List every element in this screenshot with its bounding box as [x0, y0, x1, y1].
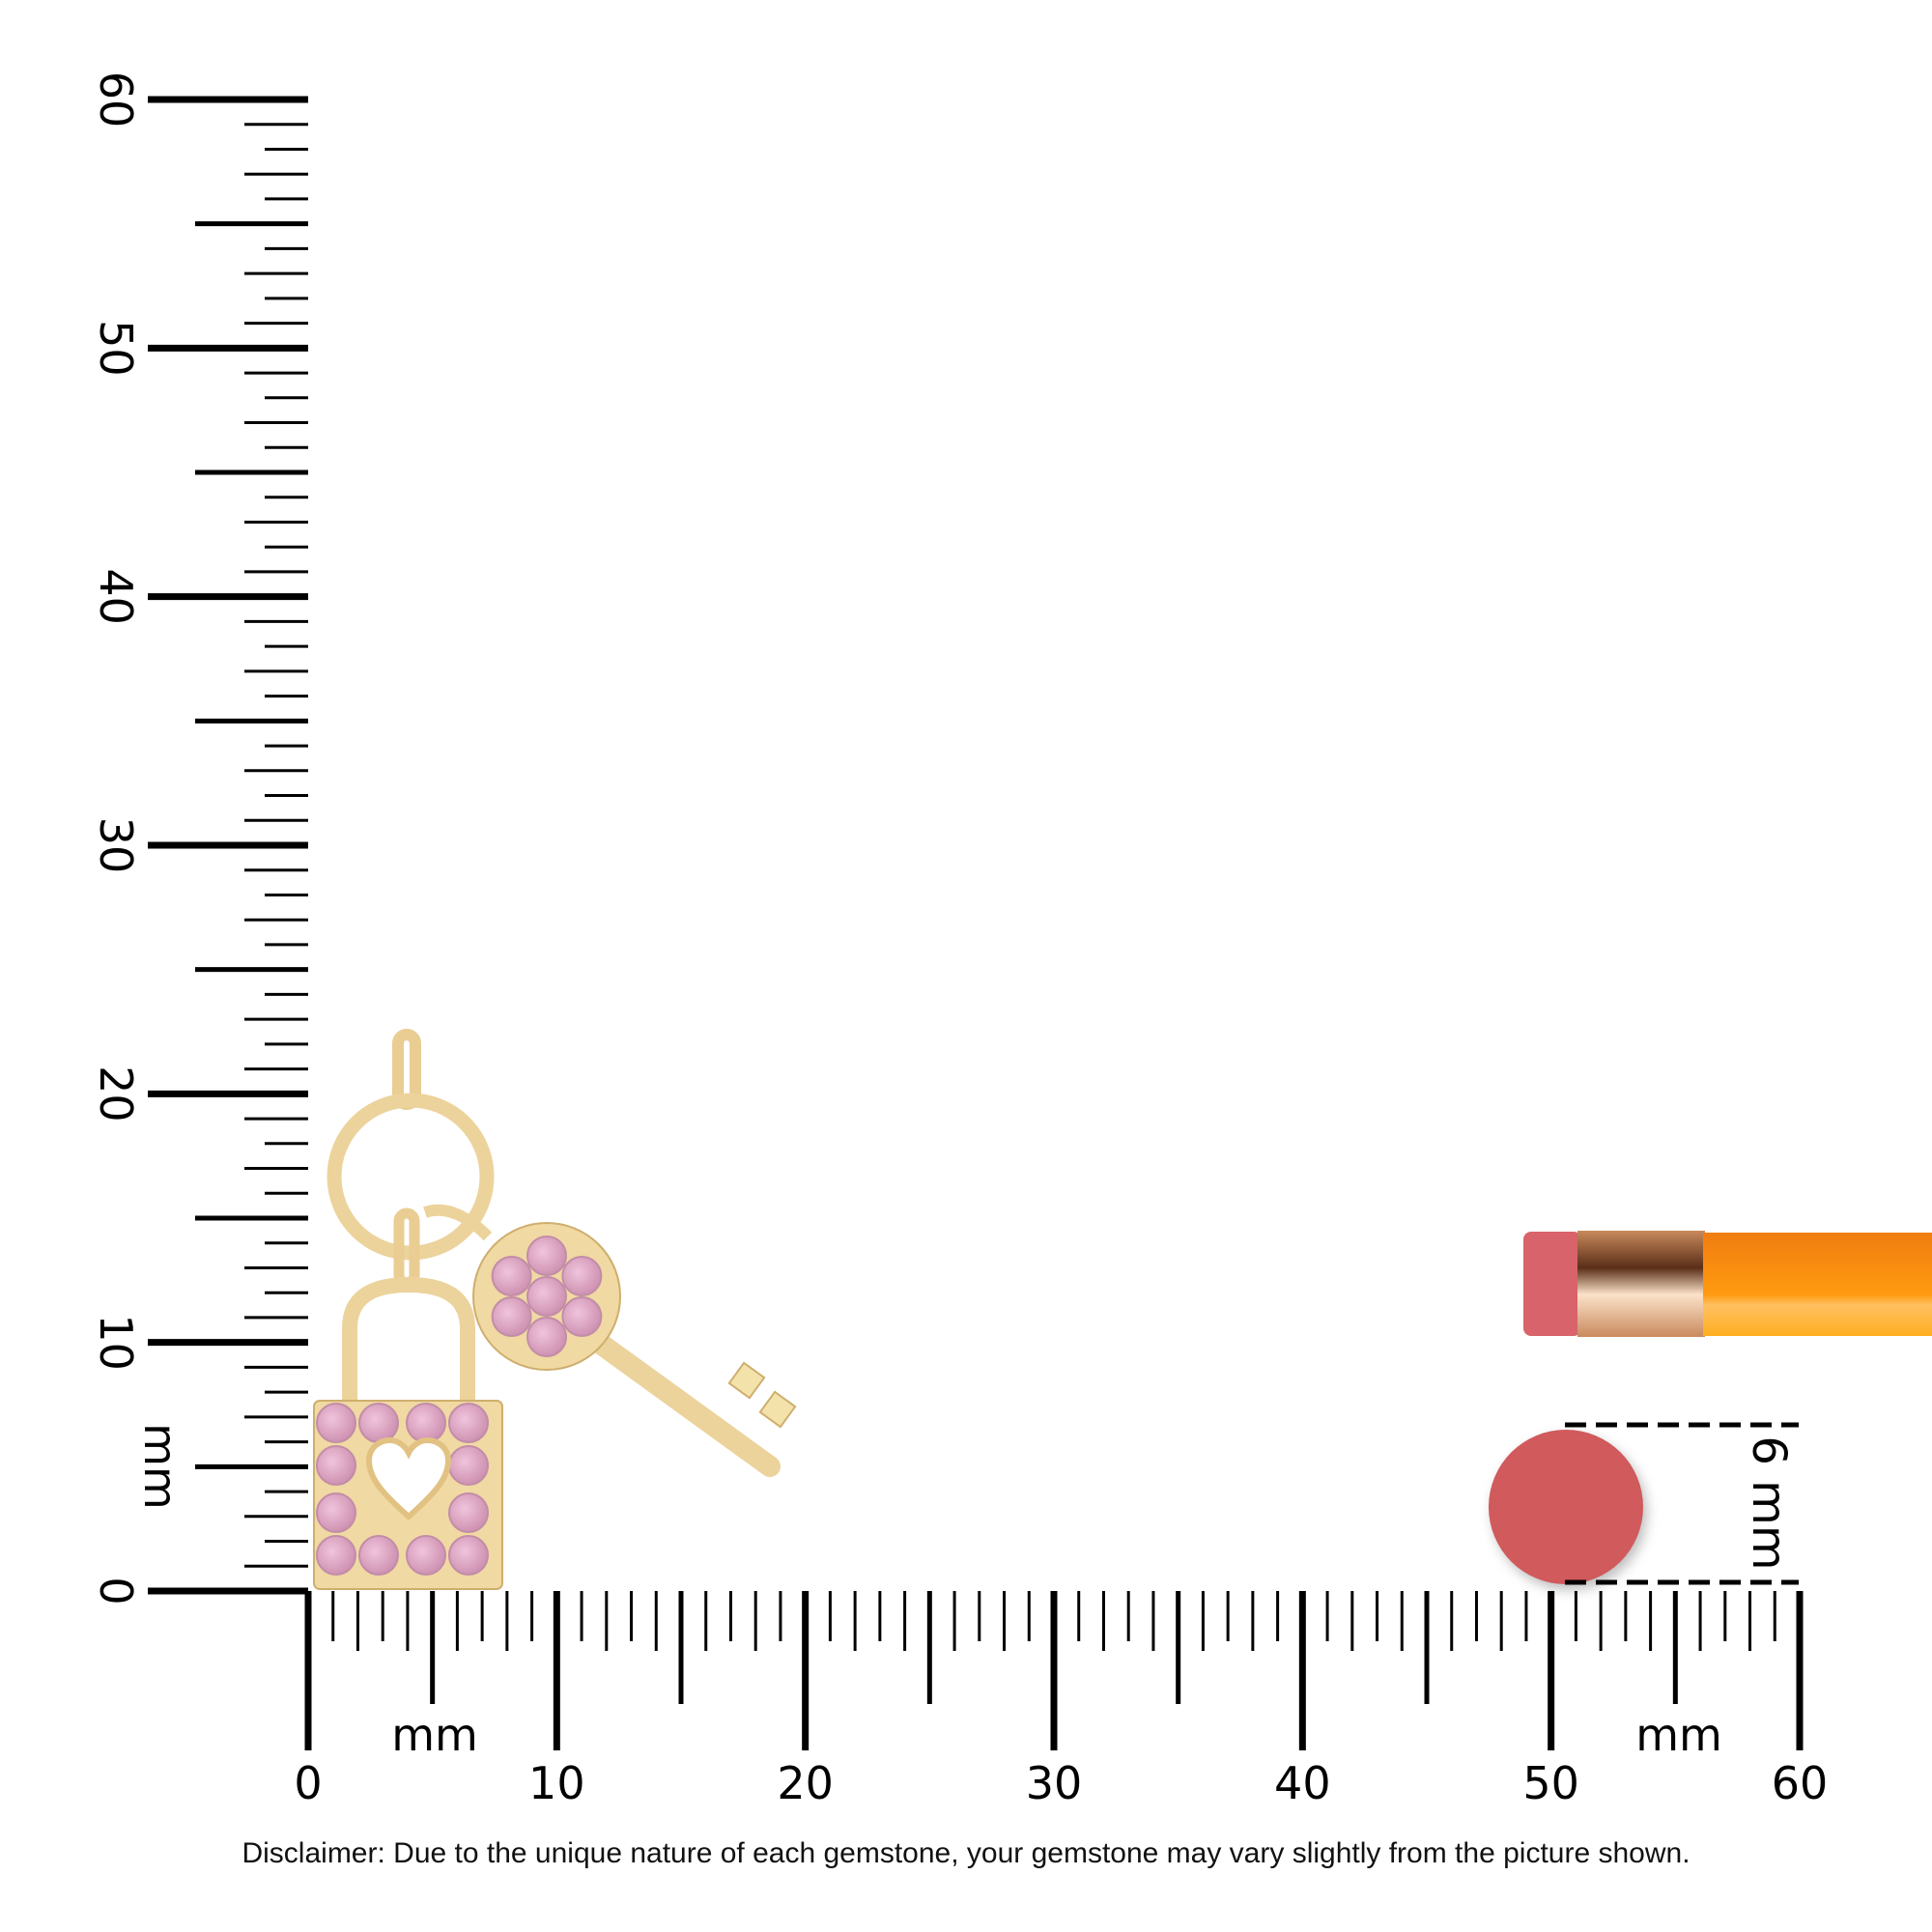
- ruler-label: 40: [90, 568, 142, 625]
- gemstone: [316, 1445, 356, 1486]
- gemstone: [448, 1535, 489, 1576]
- gemstone: [526, 1236, 567, 1276]
- dimension-label: 6 mm: [1742, 1435, 1796, 1570]
- key-bail: [423, 1204, 493, 1241]
- gemstone: [526, 1317, 567, 1357]
- ruler-label: 0: [294, 1757, 322, 1809]
- pencil-ferrule: [1577, 1231, 1705, 1337]
- ruler-label: 20: [777, 1757, 834, 1809]
- key-shaft: [581, 1326, 781, 1477]
- disclaimer-text: Disclaimer: Due to the unique nature of …: [242, 1837, 1690, 1869]
- gemstone: [448, 1492, 489, 1533]
- gemstone: [406, 1535, 446, 1576]
- lock-and-key-pendant: [313, 1029, 797, 1590]
- eraser-circle: [1489, 1430, 1643, 1584]
- ruler-label: 50: [1522, 1757, 1579, 1809]
- gemstone: [316, 1535, 356, 1576]
- gemstone: [358, 1403, 399, 1443]
- horizontal-unit-label-left: mm: [391, 1709, 478, 1761]
- heart-cutout: [365, 1437, 452, 1521]
- gemstone: [561, 1296, 603, 1337]
- ruler-label: 40: [1274, 1757, 1331, 1809]
- horizontal-ruler: [304, 1591, 1804, 1750]
- pencil-eraser: [1523, 1232, 1581, 1336]
- gemstone: [491, 1256, 532, 1296]
- ruler-label: 30: [1026, 1757, 1083, 1809]
- gemstone: [561, 1256, 603, 1296]
- gemstone: [448, 1445, 489, 1486]
- pencil-reference: [1523, 1231, 1932, 1337]
- lock-shackle: [342, 1276, 475, 1403]
- gemstone: [448, 1403, 489, 1443]
- ruler-label: 10: [90, 1314, 142, 1371]
- gemstone: [316, 1403, 356, 1443]
- horizontal-unit-label-right: mm: [1635, 1709, 1722, 1761]
- key-bit: [758, 1390, 797, 1429]
- gemstone: [491, 1296, 532, 1337]
- vertical-ruler: [148, 96, 308, 1595]
- ruler-label: 60: [90, 71, 142, 128]
- gemstone: [526, 1276, 567, 1317]
- ruler-label: 0: [90, 1577, 142, 1605]
- ruler-label: 60: [1772, 1757, 1829, 1809]
- key-bit: [727, 1361, 766, 1400]
- ruler-label: 50: [90, 320, 142, 377]
- vertical-unit-label: mm: [134, 1423, 186, 1510]
- pencil-body: [1703, 1233, 1932, 1336]
- ruler-label: 10: [528, 1757, 585, 1809]
- ruler-label: 30: [90, 817, 142, 874]
- ruler-label: 20: [90, 1065, 142, 1122]
- gemstone: [406, 1403, 446, 1443]
- gemstone: [358, 1535, 399, 1576]
- gemstone: [316, 1492, 356, 1533]
